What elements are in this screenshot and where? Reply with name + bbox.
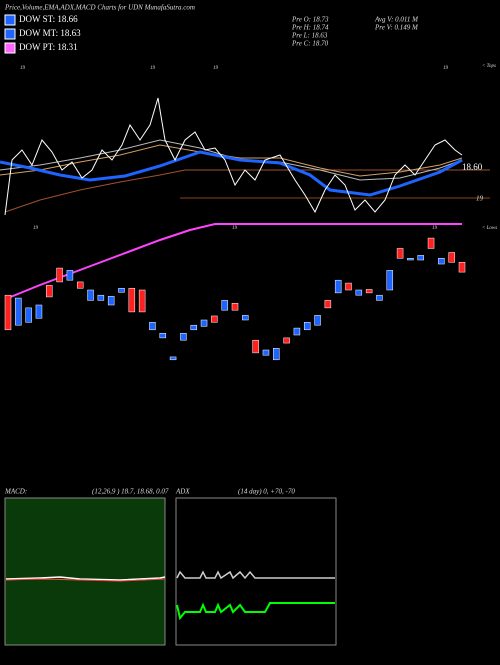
candle [118,288,125,293]
candle [427,237,435,249]
candle [283,337,290,344]
candle [169,356,177,361]
candle [376,294,383,301]
legend-label: DOW PT: 18.31 [19,42,78,52]
candle [438,258,445,265]
candle [56,267,63,283]
ema-label: 18.60 [462,162,483,172]
adx-white [176,570,335,580]
candle [345,282,352,291]
stat: Avg V: 0.011 M [374,16,419,24]
candle [97,294,105,301]
candle [314,315,321,326]
candle [4,294,12,331]
candle [149,322,156,331]
price-white [4,97,463,216]
level-label: 19 [476,195,484,203]
candle [303,322,311,331]
candle [293,327,301,336]
candle [242,315,249,321]
candle [221,300,228,311]
candle [15,297,22,326]
candle [66,270,74,281]
lows-label: < Lows [482,226,497,231]
legend-label: DOW MT: 18.63 [19,28,81,38]
candle [76,281,84,289]
candle [458,262,466,273]
candle [396,248,404,259]
macd-line [5,576,166,581]
candle [324,300,332,309]
ema-orange [0,144,463,177]
adx-panel [175,497,337,646]
candle [87,289,94,301]
macd-params: (12,26,9 ) 18.7, 18.68, 0.07 [92,488,169,496]
stat: Pre C: 18.70 [291,40,329,48]
stat: Pre O: 18.73 [291,16,329,24]
candle [128,288,136,313]
candle [190,324,197,331]
candle [107,296,115,306]
stat: Pre V: 0.149 M [374,24,419,32]
low-mark: 19 [33,226,39,231]
legend-swatch [4,42,16,54]
ema-blue [0,150,463,197]
macd-panel [4,497,166,646]
candle [407,258,414,261]
candle [180,333,187,341]
candle [365,289,373,294]
candle [35,304,43,319]
top-mark: 19 [213,66,219,71]
top-mark: 19 [443,66,449,71]
adx-params: (14 day) 0, +70, -70 [238,488,295,496]
candle [25,307,32,323]
top-mark: 19 [20,66,26,71]
candle [200,319,208,327]
candle [386,270,394,291]
candle [417,255,424,261]
macd-label: MACD: [4,488,27,496]
candle [448,252,455,263]
candle [211,315,218,323]
candle [138,289,146,313]
legend-swatch [4,14,16,26]
adx-label: ADX [175,488,190,496]
stat: Pre H: 18.74 [291,24,329,32]
adx-green [176,602,335,621]
brown-line [4,169,490,213]
pink-line [7,223,462,299]
title: Price,Volume,EMA,ADX,MACD Charts for UDN… [4,4,195,12]
candle [46,285,53,298]
candle [252,339,259,354]
legend-swatch [4,28,16,40]
macd-signal [5,578,166,582]
candle [262,349,270,356]
low-mark: 19 [432,226,438,231]
candle [159,333,167,339]
candle [334,279,342,294]
tops-label: < Tops [482,64,496,69]
candle [231,303,239,311]
stat: Pre L: 18.63 [291,32,328,40]
legend-label: DOW ST: 18.66 [19,14,78,24]
candle [273,348,280,361]
low-mark: 19 [232,226,238,231]
top-mark: 19 [150,66,156,71]
candle [355,289,363,296]
